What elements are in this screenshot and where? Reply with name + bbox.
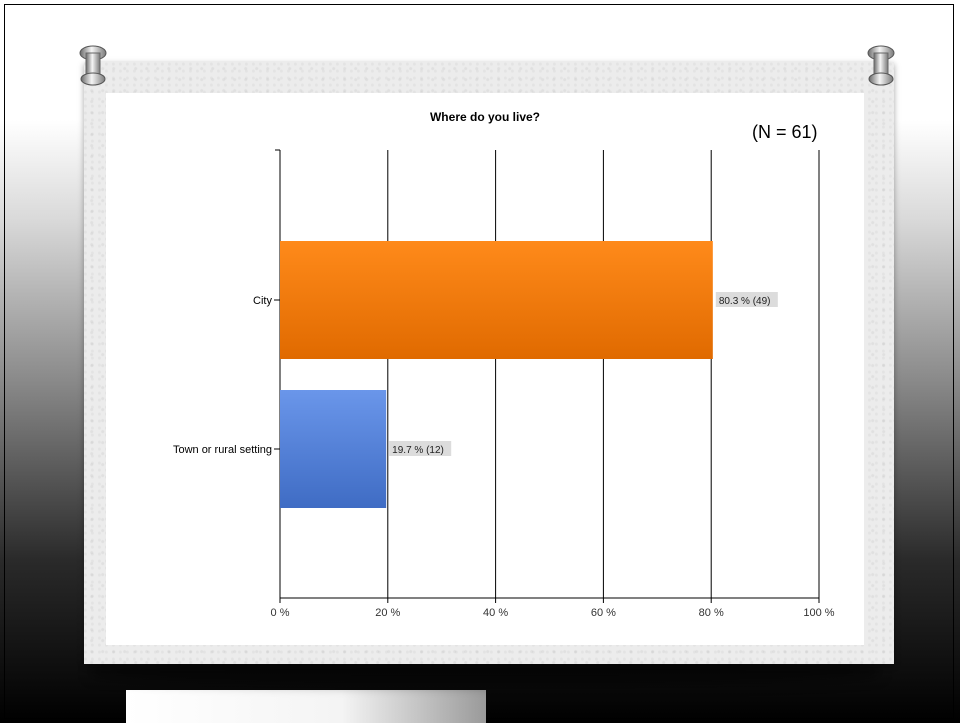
x-tick-label: 60 %	[591, 607, 616, 619]
data-label-box	[389, 441, 452, 456]
right-pin-icon	[867, 45, 895, 86]
category-label: Town or rural setting	[173, 444, 272, 456]
x-tick-label: 0 %	[271, 607, 290, 619]
left-pin-icon	[79, 45, 107, 86]
x-tick-label: 100 %	[803, 607, 834, 619]
x-tick-label: 20 %	[375, 607, 400, 619]
bar-1	[280, 390, 387, 508]
chart-card	[106, 93, 864, 645]
x-tick-label: 40 %	[483, 607, 508, 619]
chart-title: Where do you live?	[430, 110, 540, 124]
floor-reflection	[126, 690, 486, 723]
paper-shadow	[90, 660, 880, 684]
bar-0	[280, 241, 713, 359]
category-label: City	[253, 295, 272, 307]
x-tick-label: 80 %	[699, 607, 724, 619]
sample-size-label: (N = 61)	[752, 122, 818, 142]
data-label: 19.7 % (12)	[392, 445, 444, 456]
data-label-box	[715, 292, 778, 307]
data-label: 80.3 % (49)	[719, 296, 771, 307]
